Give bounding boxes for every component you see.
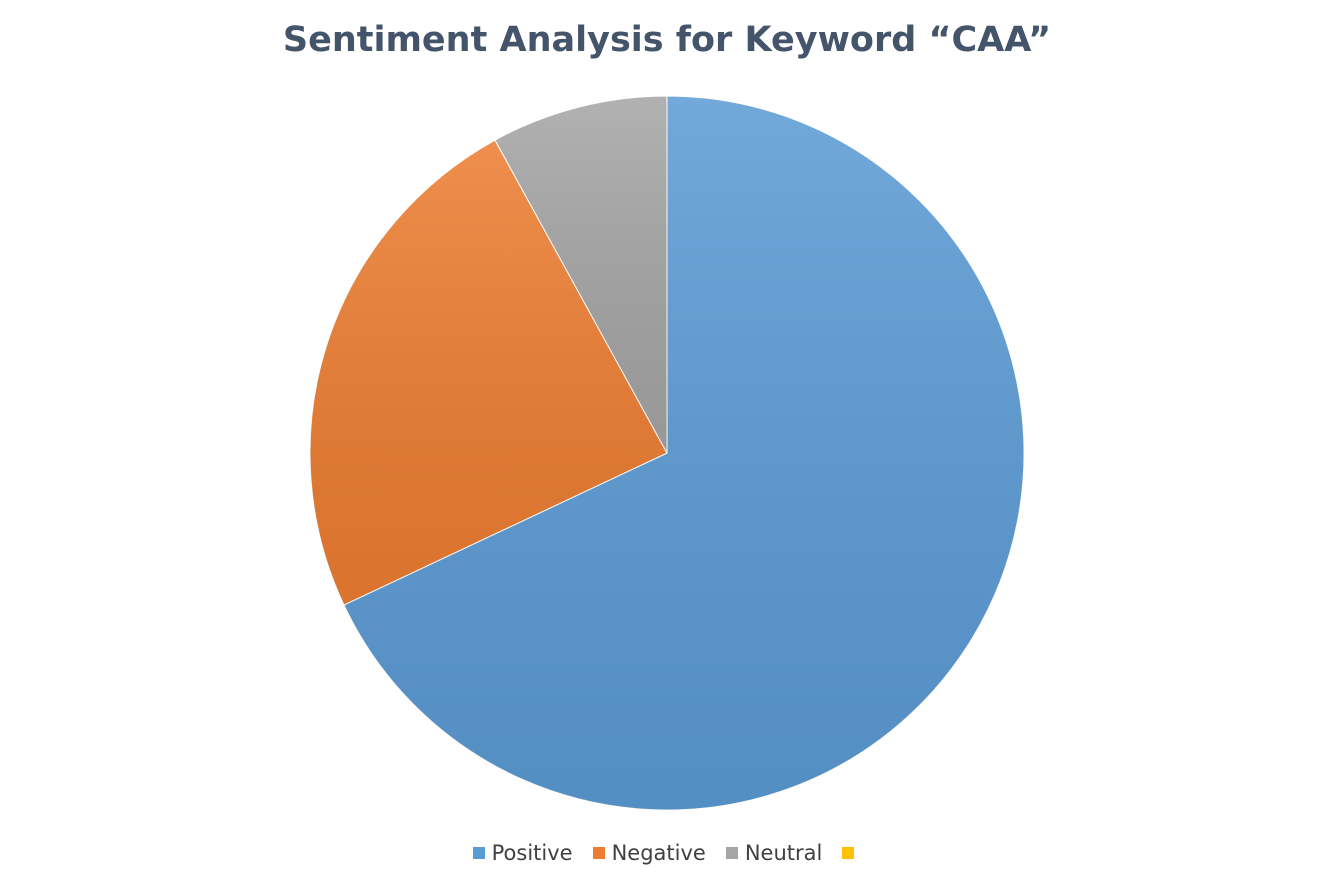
legend-swatch [725, 847, 738, 859]
legend-label: Neutral [744, 841, 823, 865]
legend-label: Negative [611, 841, 706, 865]
legend-item [842, 847, 861, 859]
pie-slice-shading [343, 96, 1024, 810]
legend-swatch [472, 847, 485, 859]
legend: Positive Negative Neutral [0, 841, 1334, 865]
chart-title: Sentiment Analysis for Keyword “CAA” [282, 20, 1052, 60]
pie-slice-shading [310, 140, 667, 606]
legend-label: Positive [491, 841, 573, 865]
legend-swatch [592, 847, 605, 859]
pie-slice-shading [495, 96, 667, 453]
legend-item: Neutral [725, 841, 823, 865]
legend-item: Negative [592, 841, 706, 865]
legend-swatch [842, 847, 855, 859]
legend-item: Positive [472, 841, 573, 865]
